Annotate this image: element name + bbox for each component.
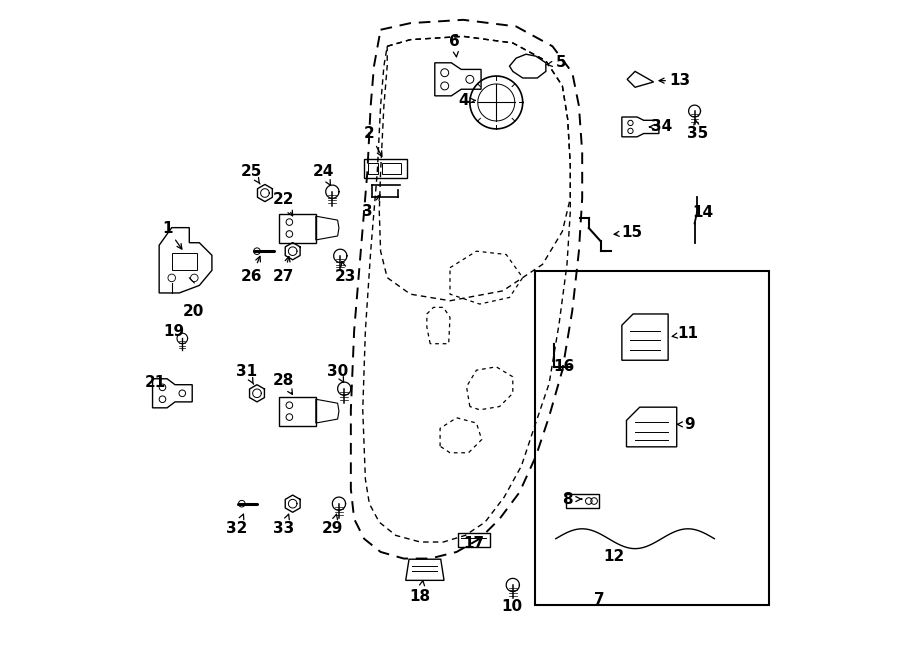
Text: 15: 15 [621,225,643,240]
Text: 6: 6 [449,34,460,49]
Text: 2: 2 [364,126,374,141]
Bar [364,159,407,178]
Text: 14: 14 [692,206,713,220]
Text: 7: 7 [594,592,605,607]
Text: 30: 30 [327,364,348,379]
Text: 10: 10 [501,600,523,614]
Text: 35: 35 [688,126,708,141]
Text: 32: 32 [227,522,248,536]
Text: 29: 29 [321,522,343,536]
Text: 9: 9 [684,417,695,432]
Text: 17: 17 [464,536,484,551]
Text: 8: 8 [562,492,572,506]
Text: 21: 21 [145,375,166,389]
Text: 18: 18 [410,589,431,603]
Text: 4: 4 [458,93,469,108]
Text: 22: 22 [273,192,294,207]
Text: 13: 13 [670,73,690,88]
Text: 33: 33 [273,522,294,536]
Text: 19: 19 [163,325,184,339]
Bar [566,494,598,508]
Text: 5: 5 [555,56,566,70]
Text: 24: 24 [312,165,334,179]
Text: 25: 25 [241,165,263,179]
Text: 12: 12 [603,549,625,564]
Text: 1: 1 [162,221,172,235]
Text: 11: 11 [678,327,698,341]
Text: 20: 20 [183,305,204,319]
Bar [535,271,770,605]
Text: 16: 16 [554,360,574,374]
Text: 3: 3 [362,204,373,219]
Text: 34: 34 [651,120,672,134]
Bar [382,163,400,174]
Text: 31: 31 [236,364,257,379]
Bar [368,163,378,174]
Bar [458,533,490,547]
Text: 23: 23 [335,269,356,284]
Text: 28: 28 [273,373,294,387]
Text: 27: 27 [273,269,294,284]
Text: 26: 26 [241,269,263,284]
